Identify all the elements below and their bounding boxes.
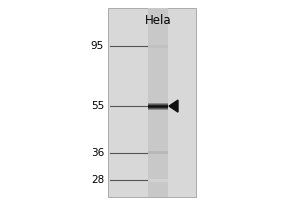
Text: 55: 55	[91, 101, 104, 111]
Text: 95: 95	[91, 41, 104, 51]
Polygon shape	[169, 100, 178, 112]
Bar	[148, 109, 168, 110]
Text: Hela: Hela	[145, 14, 171, 27]
Bar	[148, 45, 168, 48]
Bar	[148, 151, 168, 154]
Bar	[148, 104, 168, 105]
Bar	[148, 106, 168, 107]
Text: 28: 28	[91, 175, 104, 185]
Bar	[148, 103, 168, 104]
Bar	[148, 105, 168, 106]
Bar	[148, 179, 168, 182]
Bar	[108, 8, 196, 197]
Bar	[148, 107, 168, 108]
Text: 36: 36	[91, 148, 104, 158]
Bar	[148, 108, 168, 109]
Bar	[148, 8, 168, 197]
